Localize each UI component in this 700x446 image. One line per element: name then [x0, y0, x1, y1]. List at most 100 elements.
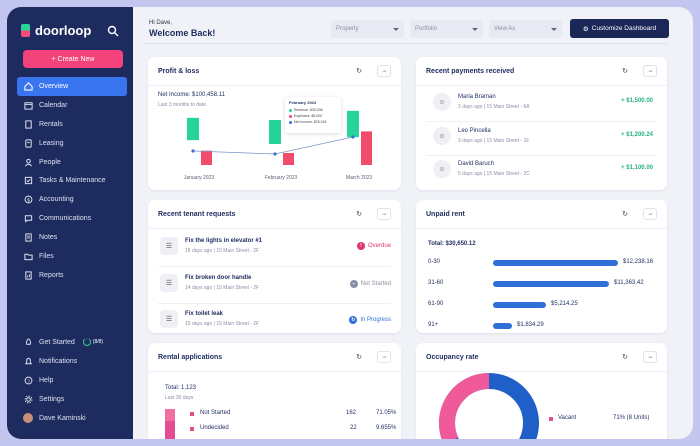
refresh-icon[interactable]: ↻ [622, 211, 628, 218]
progress-ring-icon [82, 338, 91, 347]
unpaid-bar-61-90[interactable] [493, 302, 546, 308]
payment-meta: 2 days ago | 15 Main Street - 6A [458, 104, 530, 110]
net-income-point[interactable] [191, 149, 195, 153]
brand-logo[interactable]: doorloop [21, 23, 91, 38]
net-income-point[interactable] [351, 135, 355, 139]
sidebar-item-help[interactable]: ? Help [17, 371, 127, 390]
application-pct: 9.655% [376, 425, 397, 431]
card-tools: ↻ ··· [619, 65, 657, 77]
more-options-icon[interactable]: ··· [377, 65, 391, 77]
sidebar-item-label: Communications [39, 215, 92, 223]
task-list-icon: ☰ [160, 237, 178, 255]
sidebar-item-get-started[interactable]: Get Started (8/8) [17, 333, 127, 352]
request-title[interactable]: Fix toilet leak [185, 311, 224, 317]
application-pct: 71.05% [376, 410, 397, 416]
overdue-icon: ! [356, 242, 365, 250]
more-options-icon[interactable]: ··· [377, 351, 391, 363]
refresh-icon[interactable]: ↻ [622, 68, 628, 75]
request-title[interactable]: Fix broken door handle [185, 275, 252, 281]
sidebar-item-accounting[interactable]: $ Accounting [17, 190, 127, 209]
request-meta: 15 days ago | 15 Main Street - 2F [185, 321, 260, 327]
unpaid-bar-0-30[interactable] [493, 260, 618, 266]
create-new-button[interactable]: + Create New [23, 50, 123, 68]
sidebar-item-rentals[interactable]: Rentals [17, 115, 127, 134]
expense-bar[interactable] [201, 150, 212, 165]
expense-bar[interactable] [361, 131, 372, 165]
payment-meta: 5 days ago | 15 Main Street - 2C [458, 171, 530, 177]
sidebar-item-communications[interactable]: Communications [17, 209, 127, 228]
card-title: Profit & loss [158, 68, 200, 75]
sidebar-item-profile[interactable]: Dave Kaminski [17, 409, 127, 428]
payment-meta: 3 days ago | 15 Main Street - 1F [458, 138, 530, 144]
revenue-bar[interactable] [187, 117, 199, 141]
tooltip-month: February 2023 [289, 100, 317, 105]
divider [158, 303, 391, 304]
more-options-icon[interactable]: ··· [643, 351, 657, 363]
sidebar-item-label: Get Started [39, 338, 75, 346]
brand-name: doorloop [35, 23, 92, 38]
portfolio-filter-label: Portfolio [415, 26, 438, 32]
divider [148, 371, 401, 372]
revenue-bar[interactable] [269, 120, 281, 144]
more-options-icon[interactable]: ··· [377, 208, 391, 220]
not-started-icon: – [349, 280, 358, 288]
expense-bar[interactable] [283, 153, 294, 165]
sidebar-item-tasks[interactable]: Tasks & Maintenance [17, 171, 127, 190]
sidebar-item-label: Dave Kaminski [39, 414, 86, 422]
sidebar-item-calendar[interactable]: Calendar [17, 96, 127, 115]
request-title[interactable]: Fix the lights in elevator #1 [185, 238, 263, 244]
period-text: Last 3 months to date [158, 102, 207, 108]
customize-dashboard-button[interactable]: ⚙ Customize Dashboard [570, 19, 669, 38]
payer-name[interactable]: David Baruch [458, 161, 495, 167]
sidebar-item-label: Notifications [39, 357, 78, 365]
sidebar-item-files[interactable]: Files [17, 247, 127, 266]
unpaid-bar-91-plus[interactable] [493, 323, 512, 329]
avatar [23, 413, 33, 423]
sidebar-item-overview[interactable]: Overview [17, 77, 127, 96]
more-options-icon[interactable]: ··· [643, 65, 657, 77]
net-income-point[interactable] [273, 152, 277, 156]
home-icon [23, 81, 33, 91]
payer-name[interactable]: Leo Pincella [458, 128, 491, 134]
sidebar-item-label: Calendar [39, 101, 68, 109]
x-tick-label: March 2023 [346, 175, 373, 181]
view-as-filter[interactable]: View As [489, 20, 562, 38]
payment-icon: ☺ [433, 127, 451, 145]
svg-text:$: $ [27, 198, 30, 204]
page-title: Welcome Back! [149, 28, 216, 38]
portfolio-filter[interactable]: Portfolio [410, 20, 483, 38]
sidebar-item-label: Help [39, 376, 54, 384]
key-icon [23, 138, 33, 148]
tools-icon [23, 176, 33, 186]
sidebar-item-settings[interactable]: Settings [17, 390, 127, 409]
refresh-icon[interactable]: ↻ [622, 354, 628, 361]
property-filter[interactable]: Property [331, 20, 404, 38]
refresh-icon[interactable]: ↻ [356, 211, 362, 218]
payer-name[interactable]: Maria Braman [458, 94, 496, 100]
revenue-bar[interactable] [347, 110, 359, 138]
card-title: Recent payments received [426, 68, 515, 75]
search-icon[interactable] [107, 25, 119, 37]
sidebar-item-people[interactable]: People [17, 153, 127, 172]
card-tools: ↻ ··· [353, 208, 391, 220]
unpaid-bar-31-60[interactable] [493, 281, 609, 287]
unpaid-amount: $11,363.42 [614, 280, 644, 286]
x-tick-label: January 2023 [184, 175, 215, 181]
refresh-icon[interactable]: ↻ [356, 68, 362, 75]
building-icon [23, 119, 33, 129]
sidebar-item-notes[interactable]: Notes [17, 228, 127, 247]
sidebar-item-leasing[interactable]: Leasing [17, 134, 127, 153]
net-income-text: Net Income: $100,458.11 [158, 92, 225, 98]
status-badge: – Not Started [349, 280, 391, 288]
sidebar-item-notifications[interactable]: Notifications [17, 352, 127, 371]
sidebar-item-label: Tasks & Maintenance [39, 177, 106, 185]
profit-loss-chart: January 2023 February 2023 March 2023 [184, 110, 373, 181]
status-badge: ↻ In Progress [349, 316, 391, 324]
profit-loss-card: Profit & loss ↻ ··· Net Income: $100,458… [148, 57, 401, 190]
aging-label: 0-30 [428, 259, 441, 265]
tenant-requests-card: Recent tenant requests ↻ ··· ☰ Fix the l… [148, 200, 401, 333]
more-options-icon[interactable]: ··· [643, 208, 657, 220]
refresh-icon[interactable]: ↻ [356, 354, 362, 361]
sidebar-item-reports[interactable]: Reports [17, 266, 127, 285]
divider [158, 266, 391, 267]
